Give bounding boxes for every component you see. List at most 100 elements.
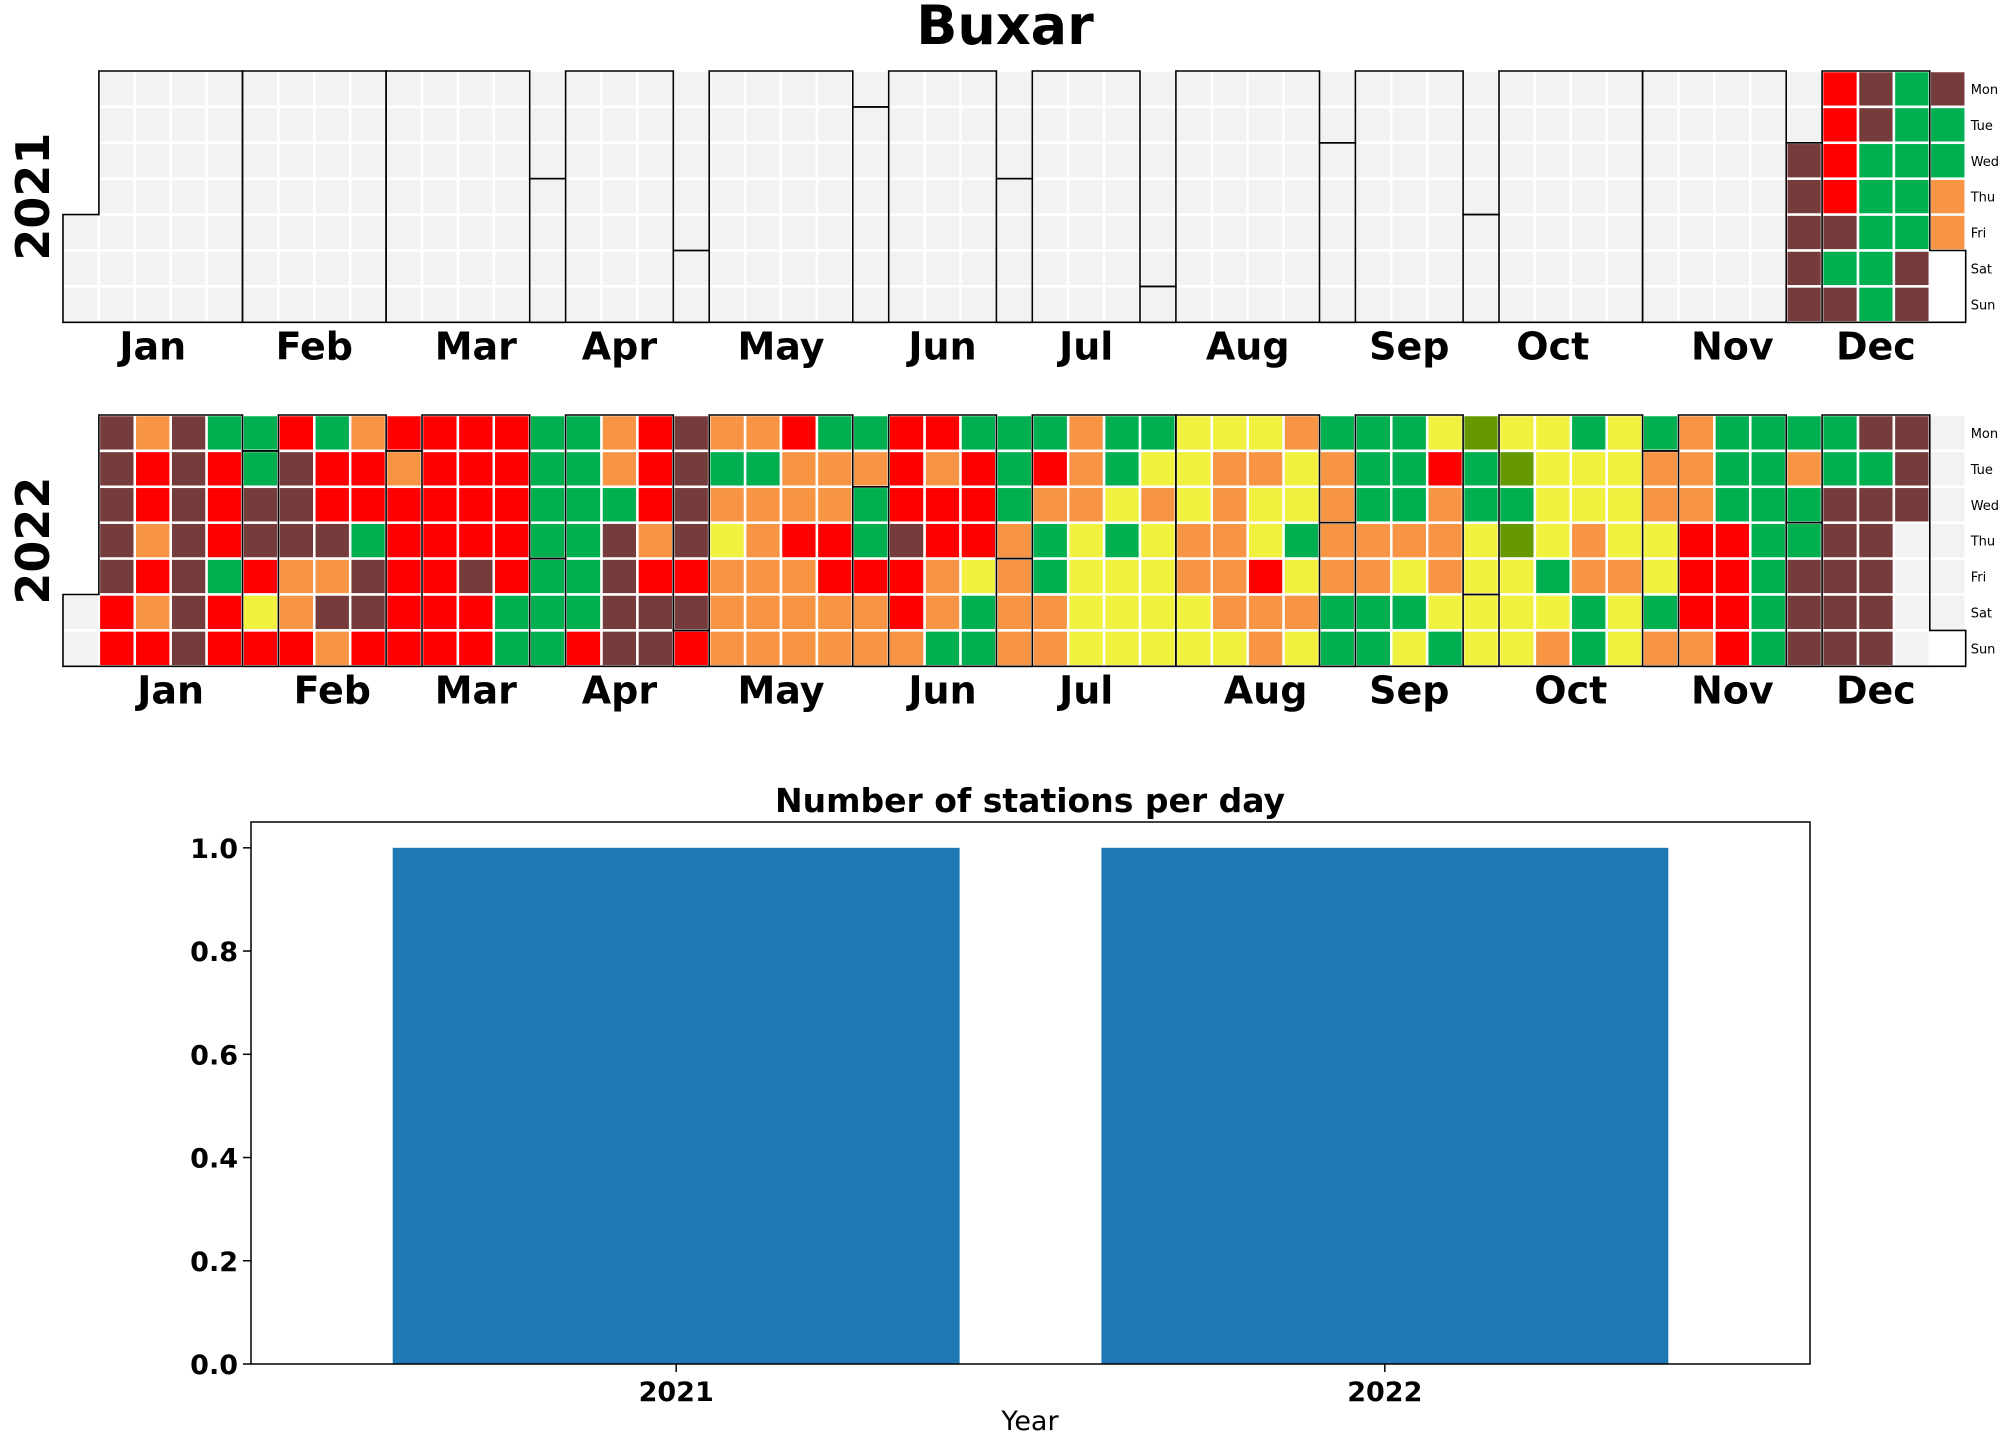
empty-slot (779, 105, 819, 145)
day-cell (1713, 413, 1752, 453)
empty-slot (1390, 105, 1429, 145)
empty-slot (564, 177, 603, 216)
day-cell (923, 449, 962, 489)
empty-slot (1641, 177, 1680, 216)
empty-slot (1605, 213, 1644, 252)
day-cell (169, 521, 208, 560)
empty-slot (743, 141, 783, 180)
day-cell (1138, 521, 1178, 560)
empty-slot (348, 177, 388, 216)
day-cell (420, 557, 460, 596)
empty-slot (1390, 69, 1429, 109)
day-cell (456, 521, 496, 560)
empty-slot (277, 105, 316, 145)
month-label: Dec (1836, 324, 1916, 368)
day-cell (1713, 593, 1752, 632)
empty-slot (313, 285, 352, 324)
month-outline (1785, 414, 1967, 668)
day-cell (1174, 485, 1214, 524)
empty-slot (1138, 249, 1178, 288)
stations-bar-chart: Number of stations per day 0.00.20.40.60… (190, 781, 1811, 1434)
day-cell (815, 593, 855, 632)
day-cell (1749, 449, 1788, 489)
day-cell (277, 629, 316, 668)
day-cell (959, 521, 998, 560)
day-cell (600, 557, 639, 596)
day-cell (1354, 521, 1393, 560)
day-cell (779, 485, 819, 524)
day-cell (1461, 593, 1501, 632)
empty-slot (1749, 177, 1788, 216)
day-cell (1138, 413, 1178, 453)
empty-slot (528, 249, 567, 288)
empty-slot (277, 69, 316, 109)
empty-slot (600, 141, 639, 180)
empty-slot (600, 69, 639, 109)
empty-slot (779, 69, 819, 109)
empty-slot (1210, 213, 1249, 252)
empty-slot (743, 249, 783, 288)
outside-year-slot (62, 557, 100, 596)
day-cell (1031, 629, 1070, 668)
empty-slot (1533, 177, 1573, 216)
day-cell (1318, 521, 1357, 560)
month-label: Jan (116, 324, 186, 368)
empty-slot (707, 177, 747, 216)
day-cell (97, 629, 137, 668)
day-cell (241, 593, 280, 632)
day-cell (528, 557, 567, 596)
day-cell (779, 593, 819, 632)
day-cell (672, 449, 711, 489)
month-label: Sep (1369, 324, 1449, 368)
day-cell (97, 449, 137, 489)
empty-slot (277, 249, 316, 288)
day-cell (1138, 557, 1178, 596)
day-cell (995, 485, 1034, 524)
empty-slot (420, 69, 460, 109)
day-cell (277, 593, 316, 632)
empty-slot (133, 141, 172, 180)
empty-slot (1713, 177, 1752, 216)
day-cell (1102, 629, 1142, 668)
day-cell (851, 521, 890, 560)
day-cell (923, 593, 962, 632)
empty-slot (564, 69, 603, 109)
day-cell (348, 557, 388, 596)
day-cell (815, 629, 855, 668)
empty-slot (61, 629, 101, 668)
y-tick-label: 0.4 (190, 1144, 238, 1175)
empty-slot (959, 69, 998, 109)
empty-slot (420, 141, 460, 180)
day-cell (564, 521, 603, 560)
day-cell (313, 449, 352, 489)
day-cell (1784, 177, 1824, 216)
empty-slot (959, 285, 998, 324)
day-cell (1713, 449, 1752, 489)
day-cell (815, 557, 855, 596)
day-cell (1246, 593, 1285, 632)
day-cell (600, 629, 639, 668)
empty-slot (1641, 285, 1680, 324)
empty-slot (1425, 105, 1465, 145)
day-cell (887, 557, 926, 596)
day-cell (1784, 213, 1824, 252)
empty-slot (1641, 69, 1680, 109)
day-cell (1856, 557, 1896, 596)
day-cell (995, 413, 1034, 453)
empty-slot (815, 285, 855, 324)
day-cell (1605, 449, 1644, 489)
day-cell (1677, 413, 1716, 453)
day-cell (1461, 413, 1501, 453)
day-cell (241, 629, 280, 668)
day-cell (1928, 105, 1967, 145)
empty-slot (1318, 141, 1357, 180)
empty-slot (169, 213, 208, 252)
month-label: Apr (582, 324, 658, 368)
bar-x-axis: 2021 2022 (639, 1364, 1422, 1408)
month-label: Dec (1836, 668, 1916, 712)
day-cell (97, 485, 137, 524)
day-cell (1892, 141, 1932, 180)
day-cell (313, 557, 352, 596)
day-cell (169, 629, 208, 668)
empty-slot (420, 177, 460, 216)
